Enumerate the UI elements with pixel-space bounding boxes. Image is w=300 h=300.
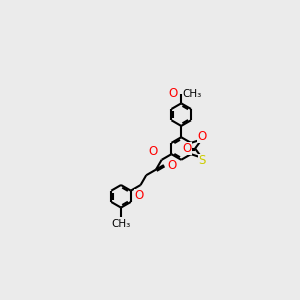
Text: CH₃: CH₃	[111, 219, 130, 229]
Text: O: O	[197, 130, 206, 143]
Text: O: O	[149, 145, 158, 158]
Text: S: S	[198, 154, 206, 167]
Text: O: O	[134, 189, 144, 202]
Text: O: O	[183, 142, 192, 155]
Text: O: O	[167, 159, 177, 172]
Text: CH₃: CH₃	[183, 89, 202, 99]
Text: O: O	[168, 87, 177, 100]
